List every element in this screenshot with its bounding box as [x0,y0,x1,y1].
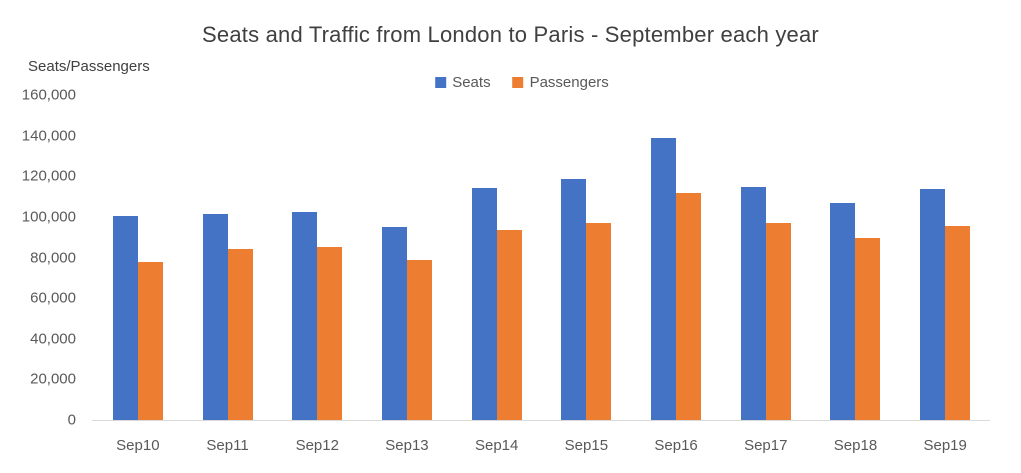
bar-passengers-sep19 [945,226,971,420]
bar-seats-sep14 [471,187,497,420]
seats-legend-swatch-icon [435,76,447,88]
bar-seats-sep18 [830,202,856,420]
bar-group-sep12 [272,95,362,420]
bar-passengers-sep15 [586,222,612,420]
y-tick-label-80000: 80,000 [30,249,76,266]
bar-passengers-sep14 [496,230,522,420]
y-tick-label-0: 0 [67,411,76,429]
y-tick-label-100000: 100,000 [21,208,76,226]
y-tick-label-20000: 20,000 [30,370,76,388]
bar-seats-sep19 [920,189,946,420]
bar-passengers-sep13 [406,259,432,420]
y-tick-label-160000: 160,000 [21,86,76,104]
bar-group-sep11 [183,95,273,420]
bar-passengers-sep11 [227,249,253,420]
bar-group-sep13 [362,95,452,420]
y-tick-label-120000: 120,000 [21,167,76,185]
bar-seats-sep10 [112,216,138,420]
legend: Seats Passengers [435,72,609,92]
y-tick-label-140000: 140,000 [21,127,76,145]
x-tick-label-sep18: Sep18 [833,437,878,454]
passengers-legend-swatch-icon [512,76,524,88]
y-axis-tick-labels: 0 20,000 40,000 60,000 80,000 100,000 120,000 1… [0,87,76,429]
legend-item-passengers: Passengers [512,73,609,91]
x-tick-label-sep19: Sep19 [923,437,967,454]
bar-passengers-sep16 [676,192,702,420]
legend-item-seats: Seats [435,73,491,91]
y-tick-label-60000: 60,000 [30,289,76,307]
bar-group-sep18 [811,95,901,420]
bar-passengers-sep17 [765,223,791,420]
bar-group-sep15 [542,95,632,420]
x-tick-label-sep17: Sep17 [744,437,788,454]
bar-seats-sep17 [740,187,766,420]
bar-passengers-sep18 [855,237,881,420]
bar-group-sep14 [452,95,542,420]
bar-seats-sep11 [202,213,228,420]
bar-seats-sep16 [651,138,677,420]
chart-title: Seats and Traffic from London to Paris -… [202,22,819,47]
bar-group-sep10 [93,95,183,420]
bar-group-sep16 [631,95,721,420]
x-tick-label-sep10: Sep10 [116,437,160,454]
x-axis-line [92,420,990,421]
bar-group-sep17 [721,95,811,420]
passengers-legend-label: Passengers [529,73,609,91]
bar-group-sep19 [900,95,990,420]
bar-passengers-sep12 [317,246,343,420]
x-axis-tick-labels: Sep10 Sep11 Sep12 Sep13 Sep14 Sep15 Sep16 Sep17… [93,437,990,454]
x-tick-label-sep12: Sep12 [295,437,339,454]
bar-seats-sep15 [561,179,587,420]
seats-legend-label: Seats [452,73,491,91]
bar-passengers-sep10 [137,261,163,420]
bar-seats-sep12 [292,212,318,420]
y-tick-label-40000: 40,000 [30,330,76,348]
x-tick-label-sep15: Sep15 [564,437,609,454]
y-axis-title: Seats/Passengers [28,58,150,75]
x-tick-label-sep16: Sep16 [654,437,698,454]
x-tick-label-sep11: Sep11 [206,437,249,454]
x-tick-label-sep13: Sep13 [385,437,429,454]
x-tick-label-sep14: Sep14 [474,437,519,454]
plot-area [93,95,990,420]
bar-seats-sep13 [381,226,407,420]
